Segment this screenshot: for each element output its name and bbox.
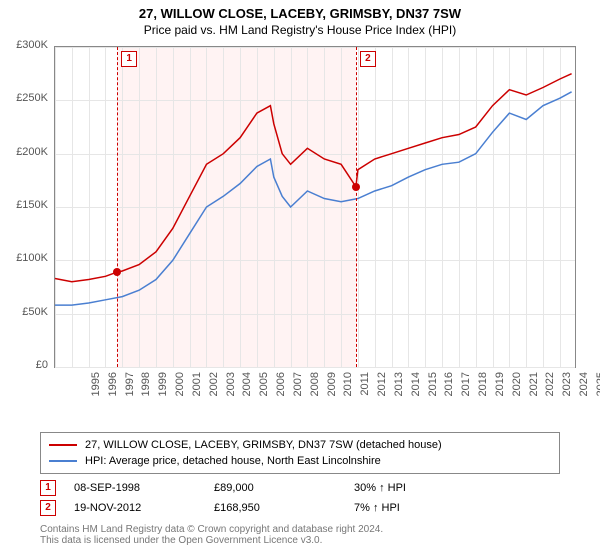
note-date: 08-SEP-1998	[74, 482, 214, 494]
x-axis-label: 2014	[410, 372, 422, 412]
legend-label: HPI: Average price, detached house, Nort…	[85, 455, 381, 467]
x-axis-label: 2007	[292, 372, 304, 412]
title-block: 27, WILLOW CLOSE, LACEBY, GRIMSBY, DN37 …	[0, 0, 600, 37]
note-price: £168,950	[214, 502, 354, 514]
x-axis-label: 2011	[359, 372, 371, 412]
x-axis-label: 2000	[174, 372, 186, 412]
y-axis-label: £100K	[0, 252, 48, 264]
x-axis-label: 2002	[208, 372, 220, 412]
sale-point-2	[352, 183, 360, 191]
legend-swatch	[49, 460, 77, 462]
footer-line-1: Contains HM Land Registry data © Crown c…	[40, 524, 560, 535]
series-price_paid	[55, 74, 572, 282]
note-row-2: 2 19-NOV-2012£168,9507% ↑ HPI	[40, 498, 560, 518]
x-axis-label: 2005	[258, 372, 270, 412]
sale-point-1	[113, 268, 121, 276]
x-axis-label: 2018	[477, 372, 489, 412]
note-delta: 7% ↑ HPI	[354, 502, 494, 514]
chart-title: 27, WILLOW CLOSE, LACEBY, GRIMSBY, DN37 …	[0, 6, 600, 21]
transaction-notes: 1 08-SEP-1998£89,00030% ↑ HPI 2 19-NOV-2012…	[40, 478, 560, 518]
x-axis-label: 2015	[427, 372, 439, 412]
x-axis-label: 2023	[561, 372, 573, 412]
x-axis-label: 1998	[140, 372, 152, 412]
x-axis-label: 2003	[225, 372, 237, 412]
x-axis-label: 2022	[544, 372, 556, 412]
x-axis-label: 2016	[443, 372, 455, 412]
gridline-h	[55, 367, 575, 368]
x-axis-label: 2008	[309, 372, 321, 412]
x-axis-label: 2019	[494, 372, 506, 412]
legend-row: HPI: Average price, detached house, Nort…	[49, 453, 551, 469]
note-marker-2: 2	[40, 500, 56, 516]
marker-line-2	[356, 47, 357, 367]
y-axis-label: £200K	[0, 146, 48, 158]
x-axis-label: 2017	[460, 372, 472, 412]
x-axis-label: 1999	[157, 372, 169, 412]
footer-attribution: Contains HM Land Registry data © Crown c…	[40, 524, 560, 546]
x-axis-label: 2021	[528, 372, 540, 412]
x-axis-label: 2012	[376, 372, 388, 412]
series-hpi	[55, 92, 572, 305]
y-axis-label: £250K	[0, 92, 48, 104]
note-row-1: 1 08-SEP-1998£89,00030% ↑ HPI	[40, 478, 560, 498]
chart-lines	[55, 47, 575, 367]
marker-line-1	[117, 47, 118, 367]
x-axis-label: 1995	[90, 372, 102, 412]
x-axis-label: 1996	[107, 372, 119, 412]
footer-line-2: This data is licensed under the Open Gov…	[40, 535, 560, 546]
note-price: £89,000	[214, 482, 354, 494]
legend-label: 27, WILLOW CLOSE, LACEBY, GRIMSBY, DN37 …	[85, 439, 442, 451]
x-axis-label: 2020	[511, 372, 523, 412]
marker-box-2: 2	[360, 51, 376, 67]
x-axis-label: 2004	[241, 372, 253, 412]
x-axis-label: 2025	[595, 372, 600, 412]
y-axis-label: £50K	[0, 306, 48, 318]
y-axis-label: £150K	[0, 199, 48, 211]
note-date: 19-NOV-2012	[74, 502, 214, 514]
legend-row: 27, WILLOW CLOSE, LACEBY, GRIMSBY, DN37 …	[49, 437, 551, 453]
y-axis-label: £0	[0, 359, 48, 371]
x-axis-label: 2010	[342, 372, 354, 412]
note-marker-1: 1	[40, 480, 56, 496]
x-axis-label: 1997	[124, 372, 136, 412]
x-axis-label: 2001	[191, 372, 203, 412]
x-axis-label: 2013	[393, 372, 405, 412]
x-axis-label: 2009	[326, 372, 338, 412]
legend-swatch	[49, 444, 77, 446]
x-axis-label: 2024	[578, 372, 590, 412]
chart-subtitle: Price paid vs. HM Land Registry's House …	[0, 23, 600, 37]
note-delta: 30% ↑ HPI	[354, 482, 494, 494]
chart-plot-area: 12	[54, 46, 576, 368]
legend: 27, WILLOW CLOSE, LACEBY, GRIMSBY, DN37 …	[40, 432, 560, 474]
marker-box-1: 1	[121, 51, 137, 67]
x-axis-label: 2006	[275, 372, 287, 412]
y-axis-label: £300K	[0, 39, 48, 51]
